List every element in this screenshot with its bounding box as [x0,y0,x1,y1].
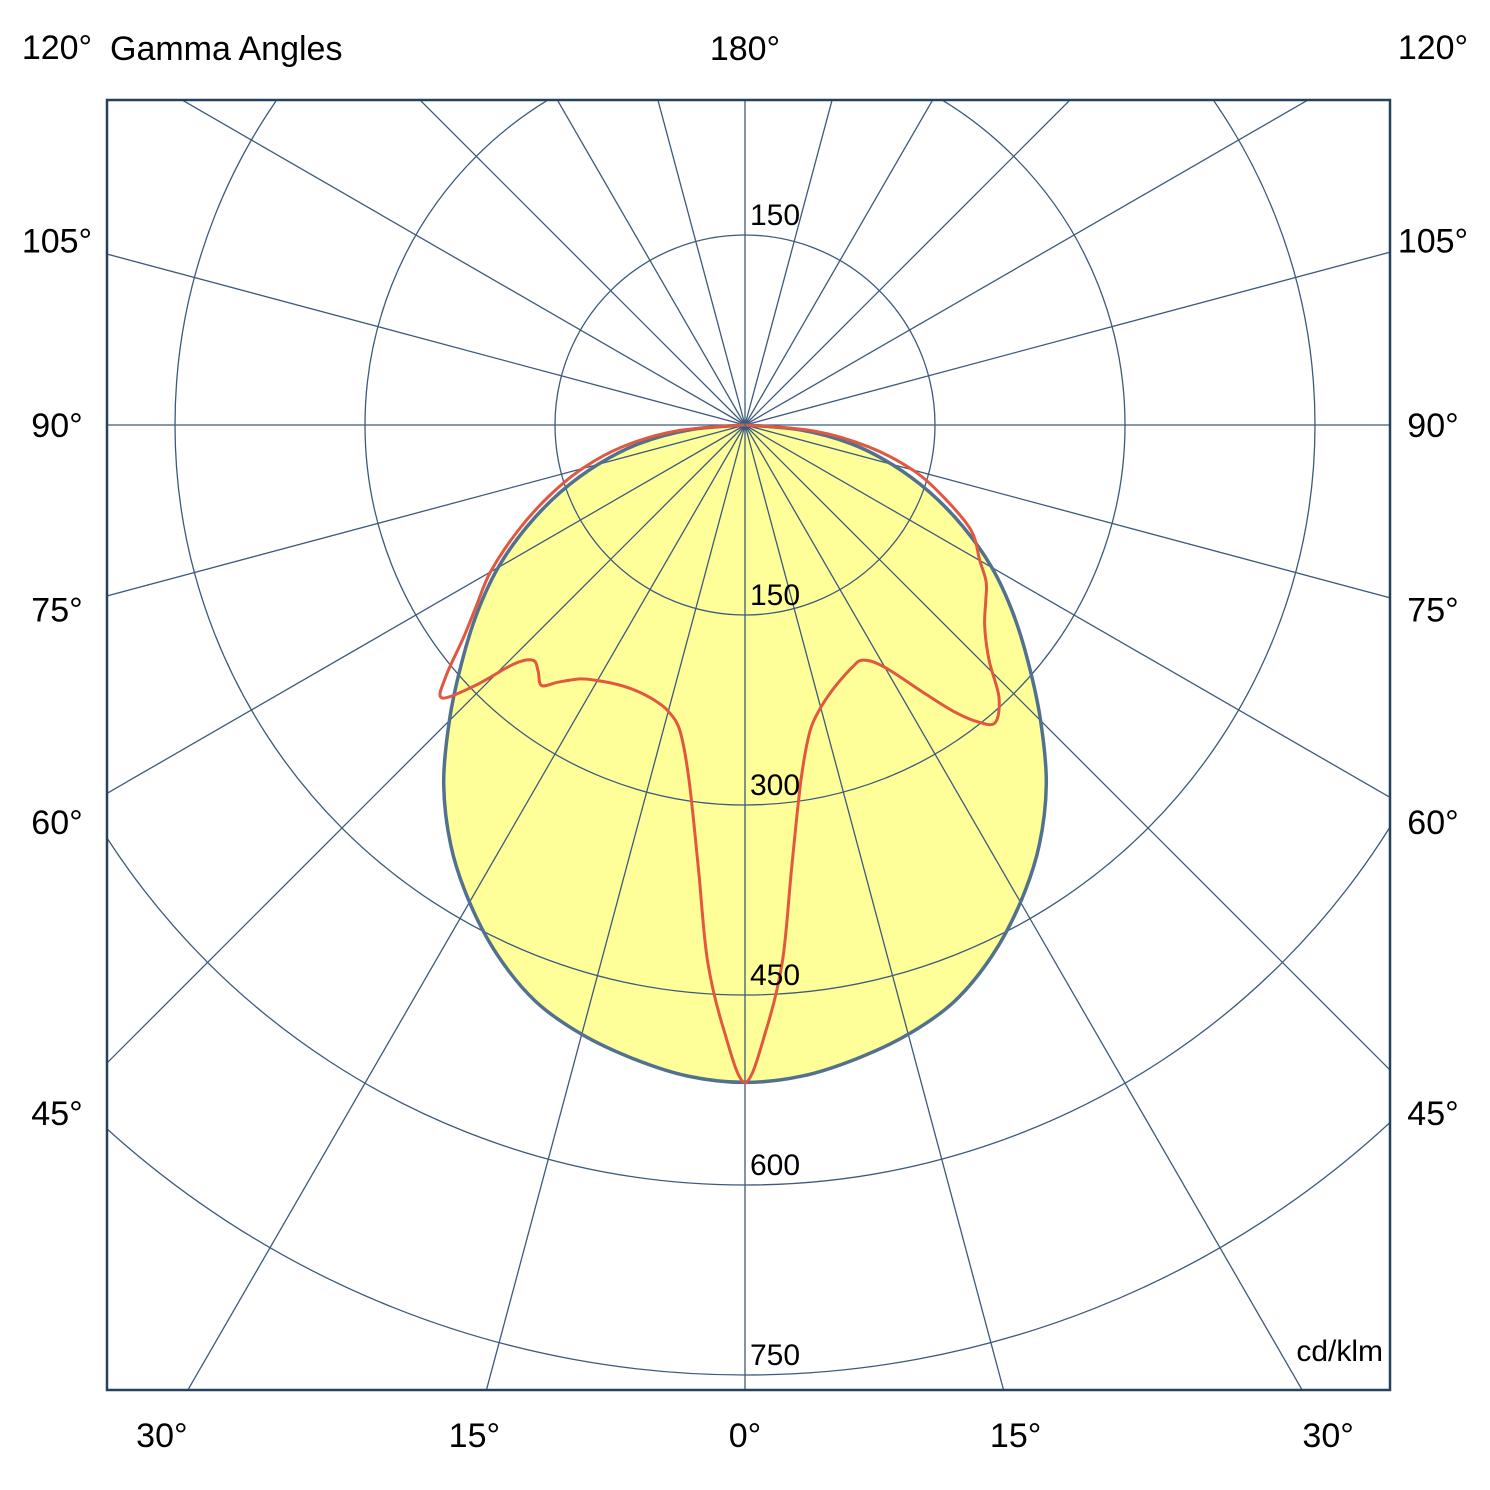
grid-ray [485,424,746,1390]
bottom-angle-label: 0° [729,1417,762,1455]
chart-title: Gamma Angles [110,30,342,68]
grid-ray [107,424,746,1064]
ring-value-label: 300 [750,769,800,802]
side-angle-label-right: 90° [1407,407,1458,445]
bottom-angle-label-right: 30° [1302,1417,1353,1455]
side-angle-label-right: 60° [1407,804,1458,842]
side-angle-label-left: 60° [31,804,82,842]
grid-ray [107,424,746,795]
grid-ray [107,424,746,597]
grid-ray [657,100,746,426]
grid-ray [744,424,1303,1390]
bottom-angle-label-left: 15° [449,1417,500,1455]
side-angle-label-right: 45° [1407,1095,1458,1133]
ring-value-label: 450 [750,959,800,992]
grid-ray [744,424,1390,1071]
side-angle-label-right: 105° [1398,223,1468,261]
side-angle-label-right: 75° [1407,591,1458,629]
bottom-angle-label-left: 30° [136,1417,187,1455]
bottom-angle-label-right: 15° [990,1417,1041,1455]
unit-label: cd/klm [1296,1335,1383,1368]
grid-ray [744,424,1390,799]
side-angle-label-left: 45° [31,1095,82,1133]
red-distribution-curve [438,423,1001,1084]
ring-value-label: 750 [750,1339,800,1372]
side-angle-label-left: 105° [22,223,92,261]
plot-border [105,98,1392,1392]
grid-ray [744,100,1310,426]
grid-ray [744,100,934,426]
grid-ray [744,424,1390,599]
side-angle-label-right: 120° [1398,29,1468,67]
top-angle-label: 180° [710,30,780,68]
side-angle-label-left: 75° [31,591,82,629]
grid-ray [744,251,1390,426]
side-angle-label-left: 120° [22,29,92,67]
ring-value-label: 600 [750,1149,800,1182]
side-angle-label-left: 90° [31,407,82,445]
grid-ray [744,424,1005,1390]
ring-value-label-upper: 150 [750,199,800,232]
grid-ray [107,253,746,426]
ring-value-label: 150 [750,579,800,612]
grid-ray [744,100,1071,426]
grid-ray [744,100,833,426]
grid-ray [187,424,746,1390]
grid-ray [556,100,746,426]
grid-ray [419,100,746,426]
grid-ray [180,100,746,426]
